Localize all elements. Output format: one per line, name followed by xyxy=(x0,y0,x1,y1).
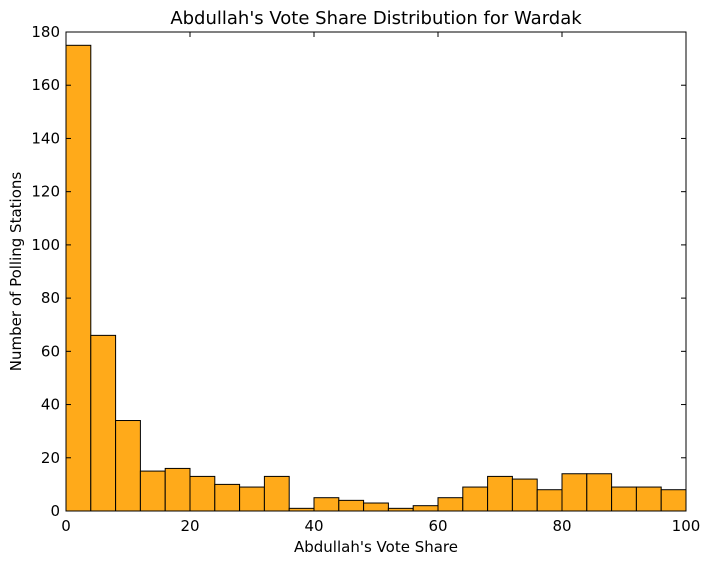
ticks-group: 0 20 40 60 80 100 0 20 40 60 80 100 120 140 160 180 xyxy=(31,23,700,535)
histogram-bar xyxy=(338,499,365,512)
y-tick-label: 80 xyxy=(41,289,60,307)
histogram-bar xyxy=(65,44,92,512)
histogram-bar xyxy=(239,486,265,512)
plot-frame xyxy=(65,31,687,512)
histogram-bar xyxy=(660,489,687,512)
chart-title: Abdullah's Vote Share Distribution for W… xyxy=(170,8,582,29)
bars-group xyxy=(65,44,687,512)
histogram-bar xyxy=(437,497,464,512)
histogram-bar xyxy=(363,502,389,512)
y-axis-label: Number of Polling Stations xyxy=(7,172,25,372)
y-tick-label: 160 xyxy=(31,76,60,94)
histogram-bar xyxy=(412,505,439,512)
y-tick-label: 100 xyxy=(31,236,60,254)
histogram-bar xyxy=(115,420,141,512)
histogram-bar xyxy=(139,470,166,512)
y-tick-label: 120 xyxy=(31,183,60,201)
histogram-bar xyxy=(263,475,290,512)
histogram-bar xyxy=(189,475,216,512)
x-tick-label: 100 xyxy=(672,517,701,535)
histogram-bar xyxy=(462,486,489,512)
histogram-bar xyxy=(313,497,340,512)
histogram-bar xyxy=(164,467,191,512)
histogram-bar xyxy=(561,473,588,512)
y-tick-label: 20 xyxy=(41,449,60,467)
histogram-bar xyxy=(487,475,513,512)
histogram-bar xyxy=(635,486,662,512)
x-tick-label: 60 xyxy=(428,517,447,535)
histogram-bar xyxy=(536,489,563,512)
x-axis-label: Abdullah's Vote Share xyxy=(294,538,458,556)
x-tick-label: 40 xyxy=(304,517,323,535)
x-tick-label: 80 xyxy=(552,517,571,535)
x-tick-label: 20 xyxy=(180,517,199,535)
histogram-bar xyxy=(511,478,538,512)
histogram-bar xyxy=(611,486,637,512)
histogram-bar xyxy=(214,483,241,512)
y-tick-label: 60 xyxy=(41,342,60,360)
y-tick-label: 40 xyxy=(41,396,60,414)
y-tick-label: 0 xyxy=(50,502,60,520)
histogram-bar xyxy=(90,334,117,512)
histogram-bar xyxy=(586,473,613,512)
y-tick-label: 180 xyxy=(31,23,60,41)
y-tick-label: 140 xyxy=(31,129,60,147)
x-tick-label: 0 xyxy=(61,517,71,535)
